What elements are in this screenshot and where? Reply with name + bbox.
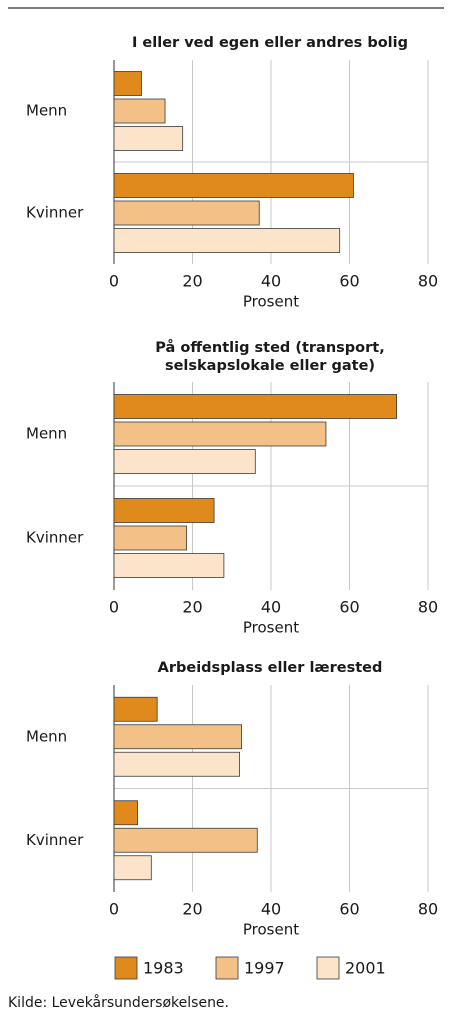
x-tick-label: 80 <box>418 272 438 291</box>
x-tick-label: 60 <box>339 598 359 617</box>
bar <box>113 228 341 253</box>
legend-label: 1983 <box>143 959 184 978</box>
bar <box>113 449 256 474</box>
x-tick-label: 80 <box>418 598 438 617</box>
bar <box>113 421 327 447</box>
bar <box>113 827 258 853</box>
x-tick-label: 40 <box>261 598 281 617</box>
x-axis-label: Prosent <box>243 293 299 311</box>
bar <box>113 751 240 777</box>
x-tick-label: 60 <box>339 272 359 291</box>
chart-title: På offentlig sted (transport, <box>155 339 384 356</box>
bar <box>113 855 152 881</box>
category-label: Menn <box>26 425 67 443</box>
source-note: Kilde: Levekårsundersøkelsene. <box>8 994 229 1011</box>
bar <box>113 126 184 151</box>
x-tick-label: 80 <box>418 900 438 919</box>
x-tick-label: 60 <box>339 900 359 919</box>
bar <box>113 71 142 96</box>
category-label: Menn <box>26 727 67 745</box>
legend-swatch <box>215 956 239 980</box>
legend-label: 1997 <box>244 959 285 978</box>
bar <box>113 696 158 722</box>
x-tick-label: 0 <box>109 272 119 291</box>
x-tick-label: 0 <box>109 598 119 617</box>
bar <box>113 394 398 419</box>
category-label: Kvinner <box>26 204 84 222</box>
x-tick-label: 40 <box>261 900 281 919</box>
x-axis-label: Prosent <box>243 619 299 637</box>
bar <box>113 553 225 578</box>
category-label: Kvinner <box>26 831 84 849</box>
chart-title: I eller ved egen eller andres bolig <box>132 35 408 51</box>
category-label: Kvinner <box>26 529 84 547</box>
bar <box>113 200 260 226</box>
bar <box>113 98 166 124</box>
chart-title: Arbeidsplass eller lærested <box>158 660 383 676</box>
x-tick-label: 20 <box>182 900 202 919</box>
bar <box>113 173 354 198</box>
legend-swatch <box>114 956 138 980</box>
bar <box>113 498 215 523</box>
x-axis-label: Prosent <box>243 921 299 939</box>
legend-swatch <box>316 956 340 980</box>
x-tick-label: 40 <box>261 272 281 291</box>
bar <box>113 525 188 551</box>
bar <box>113 800 138 826</box>
x-tick-label: 20 <box>182 598 202 617</box>
category-label: Menn <box>26 102 67 120</box>
chart-title: selskapslokale eller gate) <box>165 358 375 374</box>
legend-label: 2001 <box>345 959 386 978</box>
bar <box>113 724 242 750</box>
x-tick-label: 0 <box>109 900 119 919</box>
x-tick-label: 20 <box>182 272 202 291</box>
